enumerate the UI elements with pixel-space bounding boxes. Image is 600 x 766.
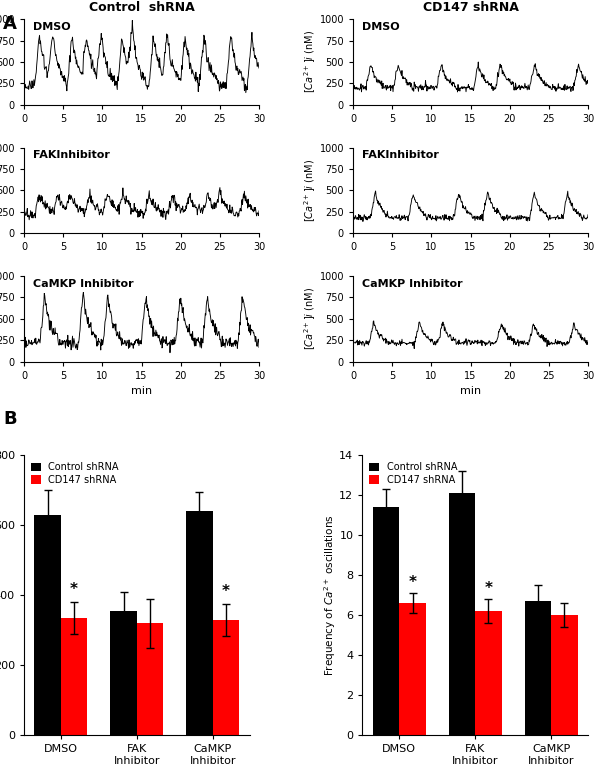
Bar — [399, 604, 426, 735]
Bar — [551, 615, 578, 735]
Text: CaMKP Inhibitor: CaMKP Inhibitor — [34, 279, 134, 289]
X-axis label: min: min — [460, 386, 481, 396]
Bar — [373, 507, 399, 735]
Text: FAKInhibitor: FAKInhibitor — [362, 150, 439, 160]
Y-axis label: $[Ca^{2+}]i$ (nM): $[Ca^{2+}]i$ (nM) — [302, 287, 318, 350]
Text: FAKInhibitor: FAKInhibitor — [34, 150, 110, 160]
Bar — [475, 611, 502, 735]
Text: DMSO: DMSO — [34, 21, 71, 31]
Legend: Control shRNA, CD147 shRNA: Control shRNA, CD147 shRNA — [367, 460, 459, 486]
Bar — [110, 611, 137, 735]
X-axis label: min: min — [131, 386, 152, 396]
Bar — [137, 624, 163, 735]
Text: *: * — [222, 584, 230, 599]
Y-axis label: $[Ca^{2+}]i$ (nM): $[Ca^{2+}]i$ (nM) — [302, 31, 318, 93]
Text: DMSO: DMSO — [362, 21, 400, 31]
Y-axis label: $[Ca^{2+}]i$ (nM): $[Ca^{2+}]i$ (nM) — [302, 159, 318, 222]
Bar — [61, 618, 88, 735]
Text: *: * — [409, 575, 416, 591]
Y-axis label: Frequency of $Ca^{2+}$ oscillations: Frequency of $Ca^{2+}$ oscillations — [322, 515, 338, 676]
Bar — [213, 620, 239, 735]
Text: B: B — [3, 410, 17, 427]
Text: *: * — [484, 581, 493, 596]
Legend: Control shRNA, CD147 shRNA: Control shRNA, CD147 shRNA — [29, 460, 121, 486]
Text: CaMKP Inhibitor: CaMKP Inhibitor — [362, 279, 463, 289]
Bar — [449, 493, 475, 735]
Bar — [186, 511, 213, 735]
Title: CD147 shRNA: CD147 shRNA — [422, 1, 518, 14]
Text: *: * — [70, 582, 78, 597]
Title: Control  shRNA: Control shRNA — [89, 1, 194, 14]
Text: A: A — [3, 15, 17, 33]
Bar — [34, 515, 61, 735]
Bar — [524, 601, 551, 735]
